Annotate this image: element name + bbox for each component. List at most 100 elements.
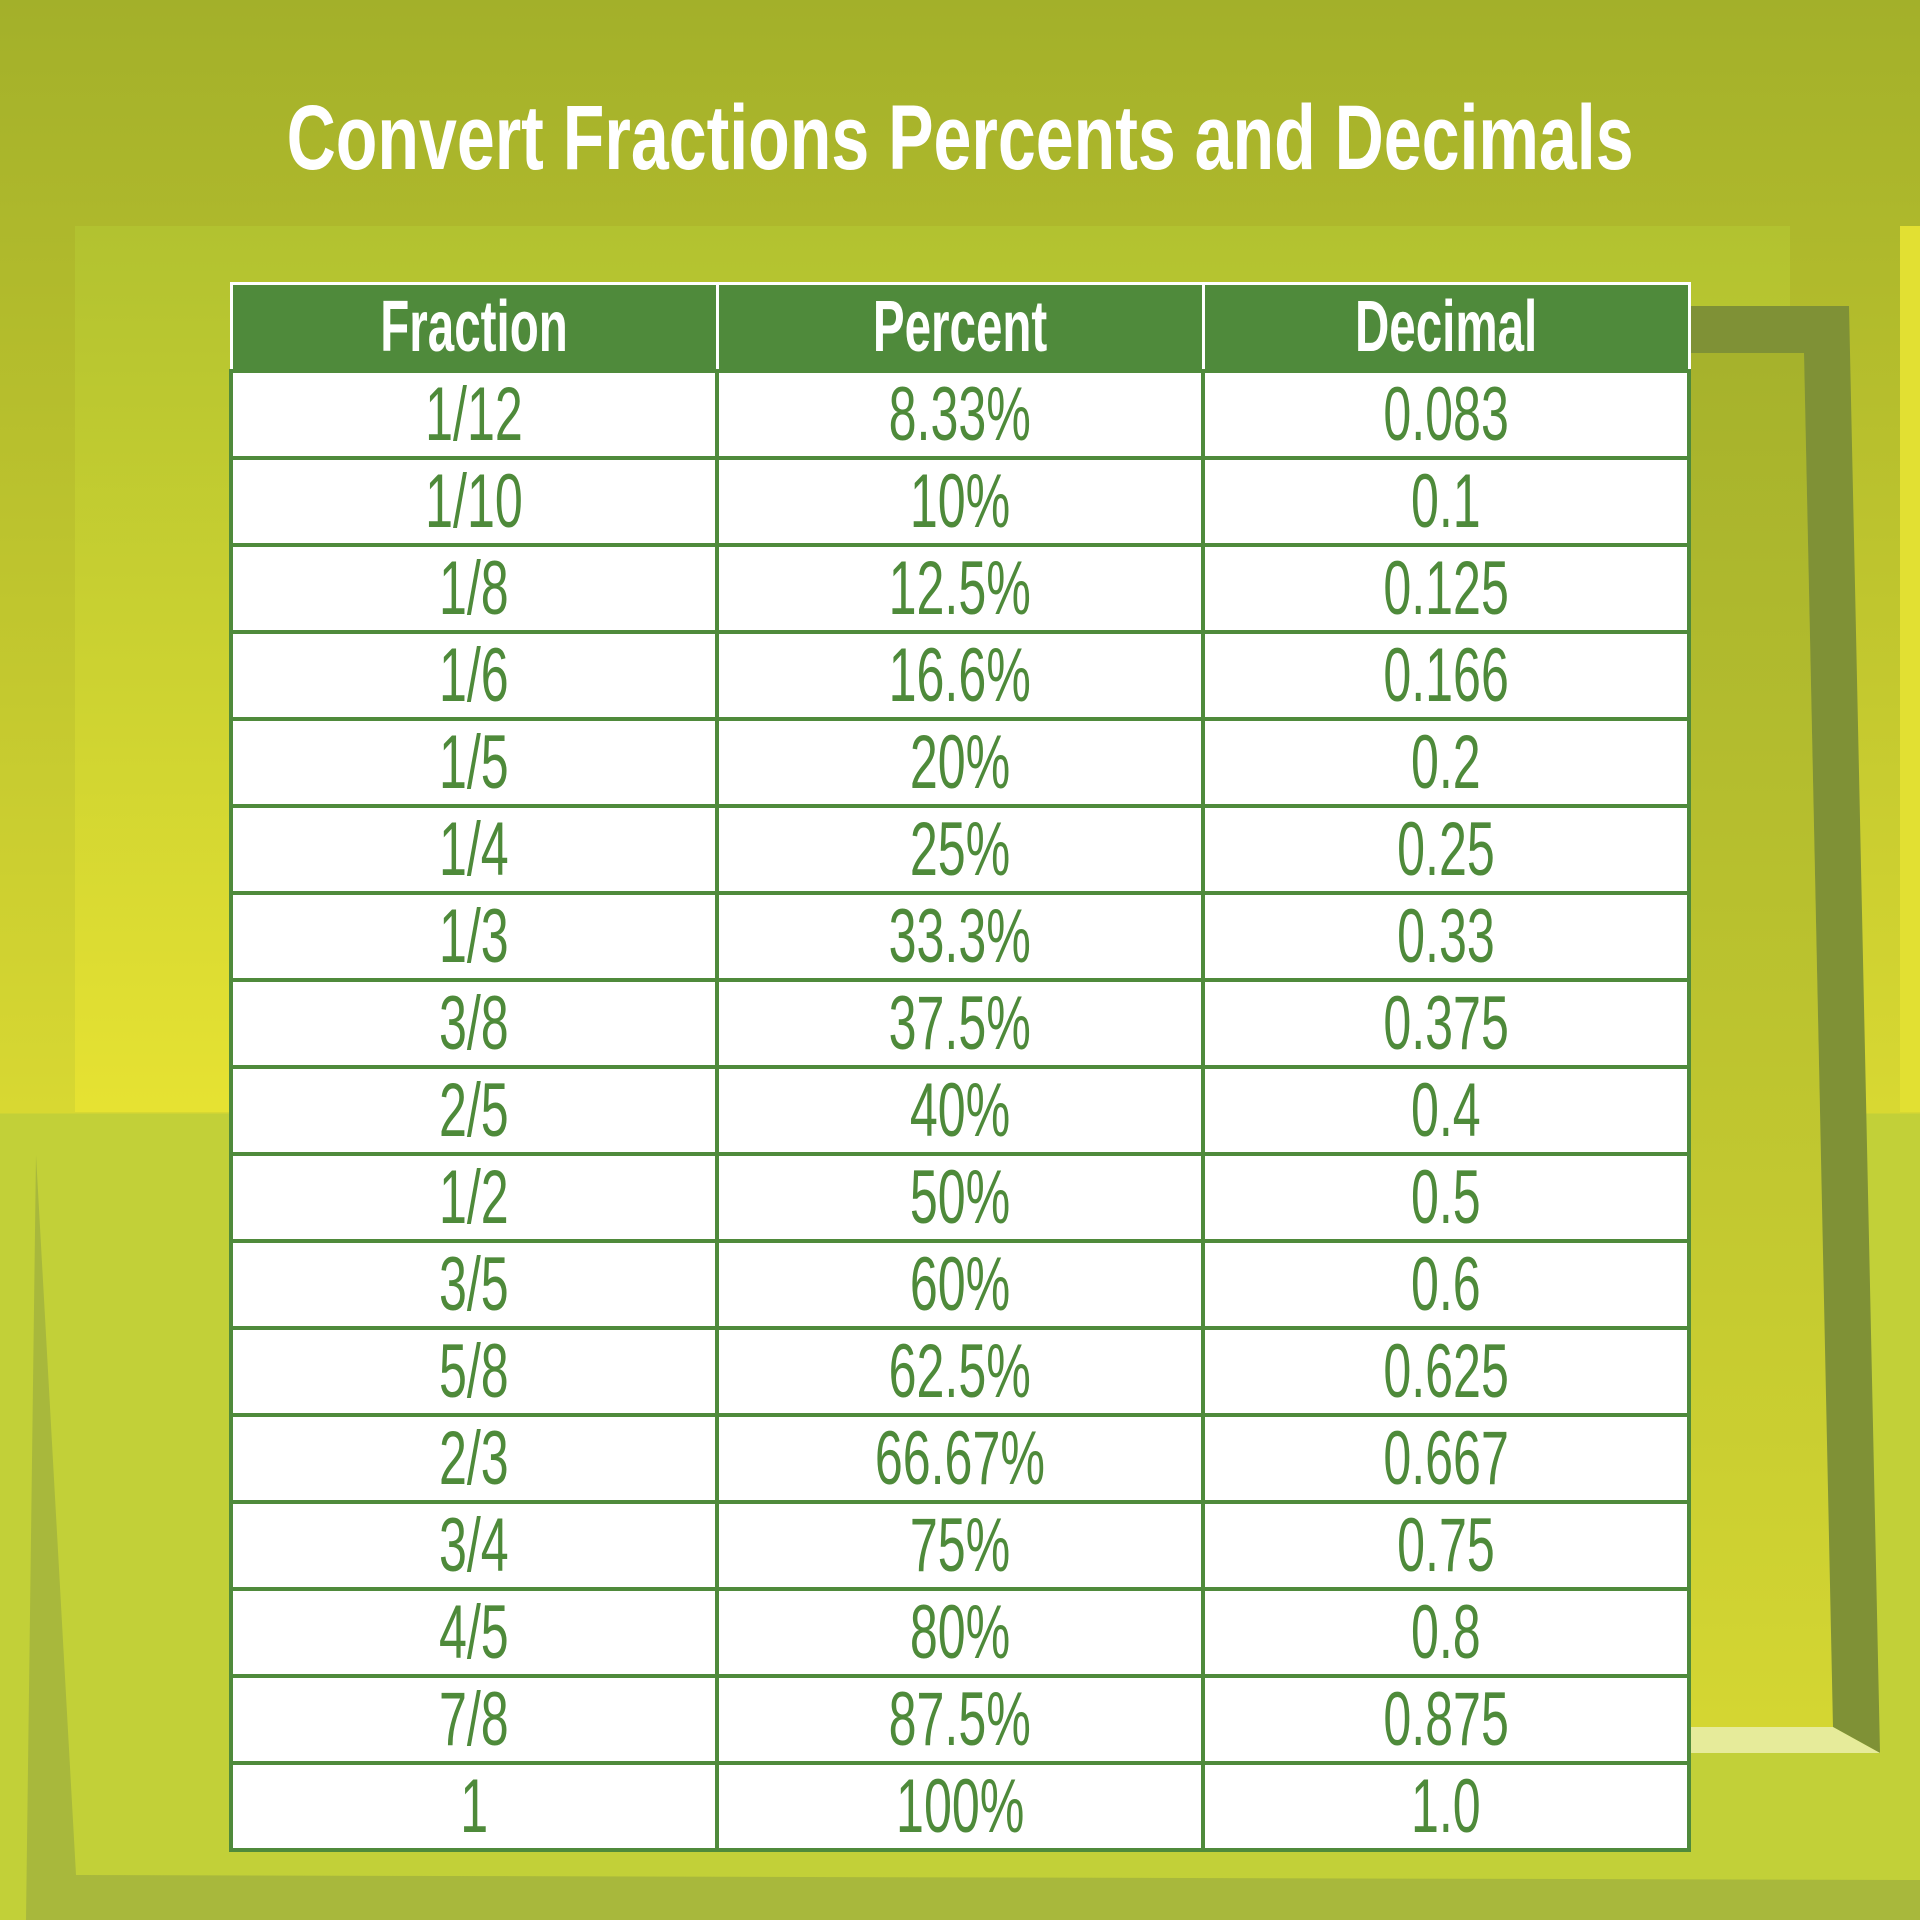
cell-percent: 50% bbox=[715, 1152, 1205, 1243]
decimal-value: 0.4 bbox=[1411, 1068, 1481, 1153]
cell-fraction: 2/5 bbox=[229, 1065, 719, 1156]
decimal-value: 0.375 bbox=[1383, 981, 1509, 1066]
table-row: 1/12 8.33% 0.083 bbox=[229, 369, 1691, 460]
decimal-value: 0.75 bbox=[1397, 1503, 1495, 1588]
decimal-value: 0.8 bbox=[1411, 1590, 1481, 1675]
decimal-value: 0.625 bbox=[1383, 1329, 1509, 1414]
table-row: 1 100% 1.0 bbox=[229, 1761, 1691, 1852]
cell-decimal: 0.2 bbox=[1201, 717, 1691, 808]
cell-decimal: 0.75 bbox=[1201, 1500, 1691, 1591]
decimal-value: 0.5 bbox=[1411, 1155, 1481, 1240]
percent-value: 80% bbox=[909, 1590, 1011, 1675]
cell-decimal: 1.0 bbox=[1201, 1761, 1691, 1852]
percent-value: 10% bbox=[909, 459, 1011, 544]
conversion-table: Fraction Percent Decimal 1/12 8.33% 0.083 1… bbox=[229, 282, 1691, 1852]
percent-value: 75% bbox=[909, 1503, 1011, 1588]
table-row: 1/3 33.3% 0.33 bbox=[229, 891, 1691, 982]
percent-value: 60% bbox=[909, 1242, 1011, 1327]
percent-value: 12.5% bbox=[888, 546, 1032, 631]
cell-decimal: 0.5 bbox=[1201, 1152, 1691, 1243]
cell-decimal: 0.875 bbox=[1201, 1674, 1691, 1765]
fraction-value: 1/3 bbox=[439, 894, 509, 979]
fraction-value: 2/5 bbox=[439, 1068, 509, 1153]
cell-percent: 75% bbox=[715, 1500, 1205, 1591]
decimal-value: 0.33 bbox=[1397, 894, 1495, 979]
cell-decimal: 0.8 bbox=[1201, 1587, 1691, 1678]
header-decimal: Decimal bbox=[1201, 282, 1691, 373]
fraction-value: 1 bbox=[460, 1764, 488, 1849]
cell-percent: 66.67% bbox=[715, 1413, 1205, 1504]
cell-fraction: 2/3 bbox=[229, 1413, 719, 1504]
cell-decimal: 0.125 bbox=[1201, 543, 1691, 634]
table-row: 3/4 75% 0.75 bbox=[229, 1500, 1691, 1591]
cell-decimal: 0.6 bbox=[1201, 1239, 1691, 1330]
cell-fraction: 7/8 bbox=[229, 1674, 719, 1765]
percent-value: 62.5% bbox=[888, 1329, 1032, 1414]
cell-fraction: 1/8 bbox=[229, 543, 719, 634]
fraction-value: 3/4 bbox=[439, 1503, 509, 1588]
percent-value: 87.5% bbox=[888, 1677, 1032, 1762]
percent-value: 25% bbox=[909, 807, 1011, 892]
decimal-value: 0.6 bbox=[1411, 1242, 1481, 1327]
cell-fraction: 1/10 bbox=[229, 456, 719, 547]
table-row: 2/5 40% 0.4 bbox=[229, 1065, 1691, 1156]
cell-percent: 16.6% bbox=[715, 630, 1205, 721]
percent-value: 100% bbox=[895, 1764, 1025, 1849]
table-row: 7/8 87.5% 0.875 bbox=[229, 1674, 1691, 1765]
fraction-value: 4/5 bbox=[439, 1590, 509, 1675]
fraction-value: 1/4 bbox=[439, 807, 509, 892]
cell-percent: 37.5% bbox=[715, 978, 1205, 1069]
fraction-value: 3/5 bbox=[439, 1242, 509, 1327]
fraction-value: 5/8 bbox=[439, 1329, 509, 1414]
fraction-value: 1/2 bbox=[439, 1155, 509, 1240]
percent-value: 37.5% bbox=[888, 981, 1032, 1066]
percent-value: 20% bbox=[909, 720, 1011, 805]
percent-value: 66.67% bbox=[874, 1416, 1046, 1501]
percent-value: 40% bbox=[909, 1068, 1011, 1153]
percent-value: 33.3% bbox=[888, 894, 1032, 979]
cell-decimal: 0.4 bbox=[1201, 1065, 1691, 1156]
fraction-value: 2/3 bbox=[439, 1416, 509, 1501]
cell-percent: 20% bbox=[715, 717, 1205, 808]
cell-percent: 62.5% bbox=[715, 1326, 1205, 1417]
cell-decimal: 0.1 bbox=[1201, 456, 1691, 547]
header-fraction: Fraction bbox=[229, 282, 719, 373]
cell-fraction: 1/2 bbox=[229, 1152, 719, 1243]
decimal-value: 0.667 bbox=[1383, 1416, 1509, 1501]
header-percent-label: Percent bbox=[872, 287, 1048, 367]
table-row: 5/8 62.5% 0.625 bbox=[229, 1326, 1691, 1417]
table-row: 1/2 50% 0.5 bbox=[229, 1152, 1691, 1243]
fraction-value: 1/5 bbox=[439, 720, 509, 805]
page-title-text: Convert Fractions Percents and Decimals bbox=[286, 87, 1634, 189]
cell-percent: 40% bbox=[715, 1065, 1205, 1156]
cell-fraction: 1/3 bbox=[229, 891, 719, 982]
table-row: 1/4 25% 0.25 bbox=[229, 804, 1691, 895]
table-row: 1/5 20% 0.2 bbox=[229, 717, 1691, 808]
cell-percent: 33.3% bbox=[715, 891, 1205, 982]
decimal-value: 0.25 bbox=[1397, 807, 1495, 892]
cell-decimal: 0.083 bbox=[1201, 369, 1691, 460]
cell-decimal: 0.166 bbox=[1201, 630, 1691, 721]
cell-percent: 12.5% bbox=[715, 543, 1205, 634]
header-percent: Percent bbox=[715, 282, 1205, 373]
cell-fraction: 1/6 bbox=[229, 630, 719, 721]
header-decimal-label: Decimal bbox=[1354, 287, 1538, 367]
decimal-value: 0.2 bbox=[1411, 720, 1481, 805]
decimal-value: 0.125 bbox=[1383, 546, 1509, 631]
decimal-value: 1.0 bbox=[1411, 1764, 1481, 1849]
cell-fraction: 5/8 bbox=[229, 1326, 719, 1417]
percent-value: 16.6% bbox=[888, 633, 1032, 718]
percent-value: 50% bbox=[909, 1155, 1011, 1240]
cell-fraction: 3/8 bbox=[229, 978, 719, 1069]
table-row: 3/5 60% 0.6 bbox=[229, 1239, 1691, 1330]
cell-percent: 10% bbox=[715, 456, 1205, 547]
cell-fraction: 1/4 bbox=[229, 804, 719, 895]
decimal-value: 0.1 bbox=[1411, 459, 1481, 544]
cell-decimal: 0.33 bbox=[1201, 891, 1691, 982]
cell-percent: 60% bbox=[715, 1239, 1205, 1330]
cell-percent: 25% bbox=[715, 804, 1205, 895]
cell-decimal: 0.375 bbox=[1201, 978, 1691, 1069]
cell-fraction: 3/5 bbox=[229, 1239, 719, 1330]
percent-value: 8.33% bbox=[888, 372, 1032, 457]
cell-fraction: 1/12 bbox=[229, 369, 719, 460]
